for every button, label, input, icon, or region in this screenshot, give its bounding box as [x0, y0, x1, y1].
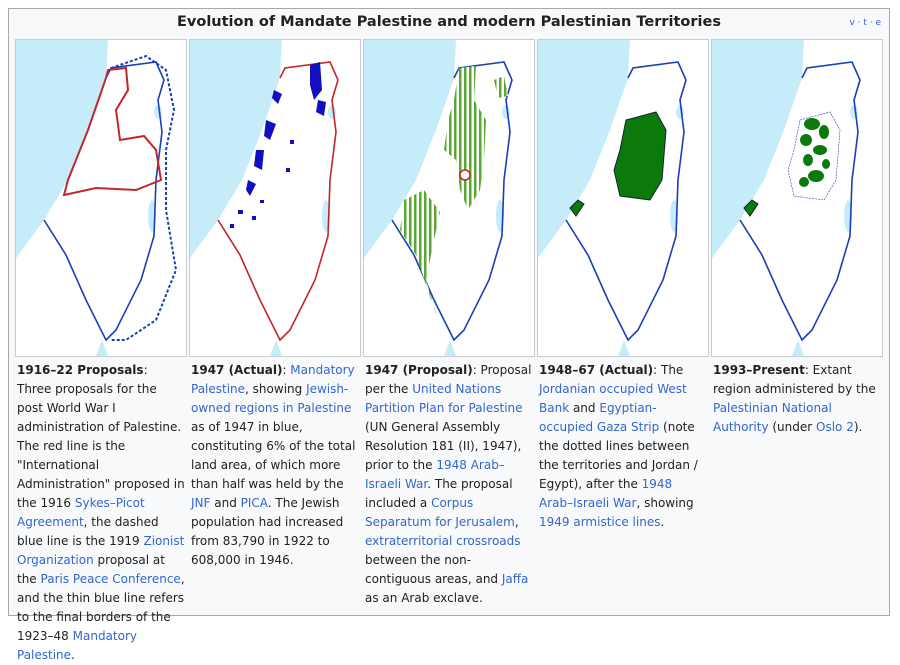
- caption-text: and: [569, 401, 600, 415]
- caption-text: (under: [768, 420, 817, 434]
- panel: 1993–Present: Extant region administered…: [711, 39, 883, 437]
- caption-link[interactable]: Palestinian National Authority: [713, 401, 832, 434]
- caption-link[interactable]: Jewish-owned regions in Palestine: [191, 382, 352, 415]
- caption-link[interactable]: Zionist Organization: [17, 534, 185, 567]
- caption-text: as of 1947 in blue, constituting 6% of t…: [191, 420, 356, 491]
- caption: 1916–22 Proposals: Three proposals for t…: [15, 357, 187, 665]
- caption-text: and: [210, 496, 241, 510]
- caption-link[interactable]: Mandatory Palestine: [191, 363, 355, 396]
- caption: 1947 (Actual): Mandatory Palestine, show…: [189, 357, 361, 570]
- map: [189, 39, 361, 357]
- caption-link[interactable]: Paris Peace Conference: [40, 572, 181, 586]
- caption-link[interactable]: 1948 Arab–Israeli War: [539, 477, 673, 510]
- panel: 1947 (Actual): Mandatory Palestine, show…: [189, 39, 361, 570]
- map: [363, 39, 535, 357]
- navbox: Evolution of Mandate Palestine and moder…: [8, 8, 890, 662]
- caption-text: . The Jewish population had increased fr…: [191, 496, 344, 567]
- caption-link[interactable]: 1948 Arab–Israeli War: [365, 458, 505, 491]
- caption-heading: 1948–67 (Actual): [539, 363, 654, 377]
- caption-text: : The: [653, 363, 684, 377]
- caption-link[interactable]: Sykes–Picot Agreement: [17, 496, 145, 529]
- caption-text: . The proposal included a: [365, 477, 513, 510]
- caption-link[interactable]: JNF: [191, 496, 211, 510]
- navbox-title: Evolution of Mandate Palestine and moder…: [177, 14, 721, 30]
- caption-link[interactable]: Jaffa: [501, 572, 529, 586]
- panel: 1948–67 (Actual): The Jordanian occupied…: [537, 39, 709, 532]
- caption-link[interactable]: PICA: [240, 496, 268, 510]
- caption-link[interactable]: extraterritorial crossroads: [365, 534, 521, 548]
- caption-link[interactable]: 1949 armistice lines: [539, 515, 661, 529]
- caption-heading: 1947 (Actual): [191, 363, 283, 377]
- map: [537, 39, 709, 357]
- caption: 1947 (Proposal): Proposal per the United…: [363, 357, 535, 608]
- navbar[interactable]: v · t · e: [849, 18, 881, 28]
- caption-text: ,: [514, 515, 519, 529]
- caption-link[interactable]: United Nations Partition Plan for Palest…: [365, 382, 523, 415]
- caption-link[interactable]: Jordanian occupied West Bank: [539, 382, 687, 415]
- caption-text: as an Arab exclave.: [365, 591, 483, 605]
- caption-text: : Extant region administered by the: [713, 363, 876, 396]
- map: [711, 39, 883, 357]
- caption-link[interactable]: Corpus Separatum for Jerusalem: [365, 496, 515, 529]
- caption-text: , showing: [245, 382, 307, 396]
- caption-link[interactable]: Egyptian-occupied Gaza Strip: [539, 401, 660, 434]
- caption-text: .: [71, 648, 75, 662]
- caption-heading: 1947 (Proposal): [365, 363, 473, 377]
- caption: 1993–Present: Extant region administered…: [711, 357, 883, 437]
- caption: 1948–67 (Actual): The Jordanian occupied…: [537, 357, 709, 532]
- map: [15, 39, 187, 357]
- panel: 1947 (Proposal): Proposal per the United…: [363, 39, 535, 608]
- caption-text: :: [282, 363, 291, 377]
- caption-text: proposal at the: [17, 553, 165, 586]
- caption-text: : Proposal per the: [365, 363, 532, 396]
- caption-text: (note the dotted lines between the terri…: [539, 420, 698, 491]
- caption-text: (UN General Assembly Resolution 181 (II)…: [365, 420, 522, 472]
- caption-text: ).: [853, 420, 863, 434]
- caption-heading: 1993–Present: [713, 363, 805, 377]
- caption-text: : Three proposals for the post World War…: [17, 363, 185, 510]
- caption-text: .: [660, 515, 665, 529]
- caption-text: between the non-contiguous areas, and: [365, 553, 502, 586]
- caption-link[interactable]: Oslo 2: [816, 420, 854, 434]
- caption-text: , the dashed blue line is the 1919: [17, 515, 159, 548]
- panel: 1916–22 Proposals: Three proposals for t…: [15, 39, 187, 665]
- caption-text: , showing: [636, 496, 694, 510]
- caption-heading: 1916–22 Proposals: [17, 363, 144, 377]
